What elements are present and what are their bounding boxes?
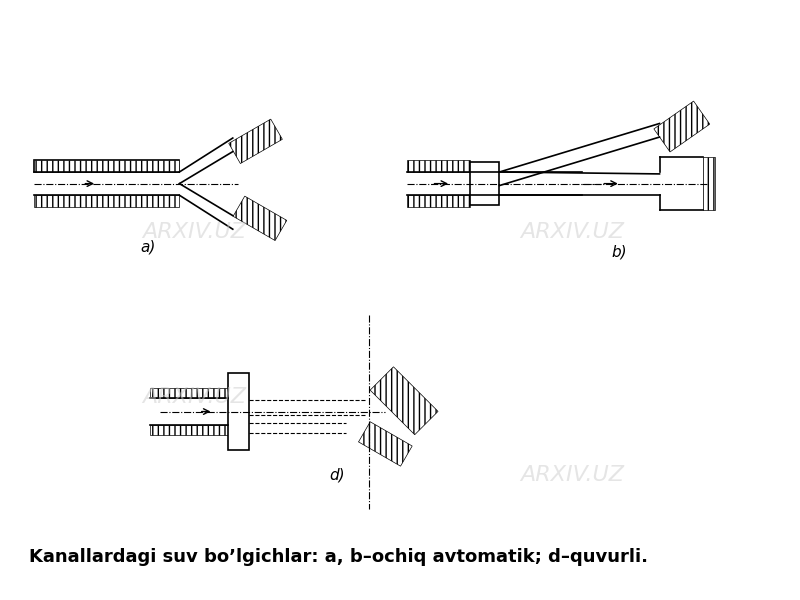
Bar xyxy=(370,367,438,435)
Bar xyxy=(654,101,710,152)
Bar xyxy=(470,162,499,205)
Bar xyxy=(34,195,179,207)
Text: a): a) xyxy=(141,239,156,254)
Text: ARXIV.UZ: ARXIV.UZ xyxy=(520,222,624,242)
Text: ARXIV.UZ: ARXIV.UZ xyxy=(520,464,624,485)
Text: b): b) xyxy=(611,244,626,259)
Bar xyxy=(228,373,250,451)
Bar xyxy=(233,196,286,241)
Text: d): d) xyxy=(330,467,346,482)
Bar xyxy=(34,160,179,172)
Bar xyxy=(150,425,228,435)
Bar xyxy=(229,119,282,164)
Text: ARXIV.UZ: ARXIV.UZ xyxy=(142,222,246,242)
Bar xyxy=(703,157,714,210)
Bar xyxy=(150,388,228,398)
Bar xyxy=(407,160,470,172)
Bar xyxy=(358,422,412,466)
Text: ARXIV.UZ: ARXIV.UZ xyxy=(142,387,246,407)
Text: Kanallardagi suv bo’lgichlar: a, b–ochiq avtomatik; d–quvurli.: Kanallardagi suv bo’lgichlar: a, b–ochiq… xyxy=(29,548,648,566)
Bar xyxy=(34,160,179,172)
Bar xyxy=(407,195,470,207)
